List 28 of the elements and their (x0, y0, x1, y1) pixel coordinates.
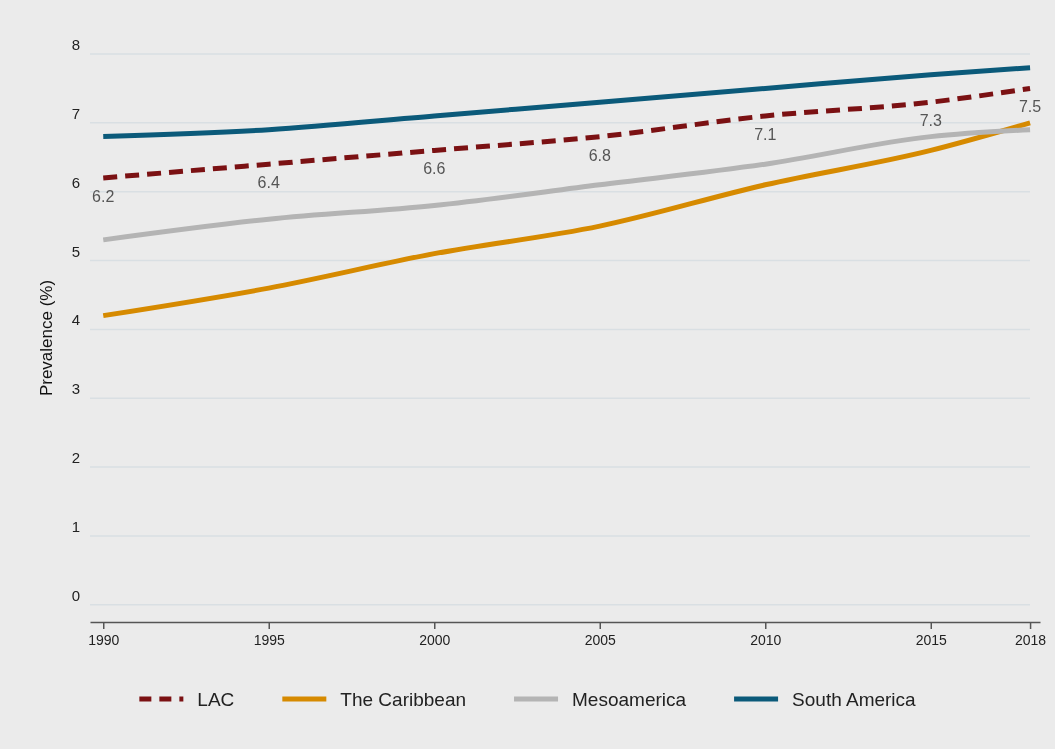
x-tick-label: 2010 (750, 631, 782, 648)
y-tick-label: 1 (71, 517, 80, 535)
data-label: 6.2 (92, 187, 115, 205)
y-tick-label: 8 (71, 36, 80, 53)
data-label: 6.4 (257, 174, 280, 192)
y-tick-label: 6 (71, 173, 80, 191)
x-tick-label: 2015 (915, 631, 948, 648)
data-label: 6.6 (423, 160, 446, 178)
data-label: 7.3 (919, 112, 942, 130)
y-tick-label: 5 (71, 242, 80, 260)
x-tick-label: 2018 (1014, 631, 1047, 648)
x-tick-label: 1990 (88, 631, 120, 648)
y-tick-label: 0 (71, 586, 80, 604)
y-tick-label: 7 (71, 104, 80, 122)
legend-label: LAC (197, 688, 235, 710)
y-tick-label: 3 (71, 380, 80, 398)
legend-label: The Caribbean (340, 688, 467, 710)
data-label: 7.5 (1018, 98, 1042, 116)
legend-label: Mesoamerica (572, 688, 687, 710)
x-tick-label: 2000 (419, 631, 451, 648)
x-tick-label: 1995 (253, 631, 286, 648)
y-tick-label: 4 (71, 311, 80, 329)
data-label: 7.1 (754, 125, 777, 143)
x-tick-label: 2005 (584, 631, 617, 648)
y-tick-label: 2 (71, 449, 80, 467)
data-label: 6.8 (588, 146, 611, 164)
y-axis-title: Prevalence (%) (37, 279, 56, 397)
legend-label: South America (792, 688, 917, 710)
